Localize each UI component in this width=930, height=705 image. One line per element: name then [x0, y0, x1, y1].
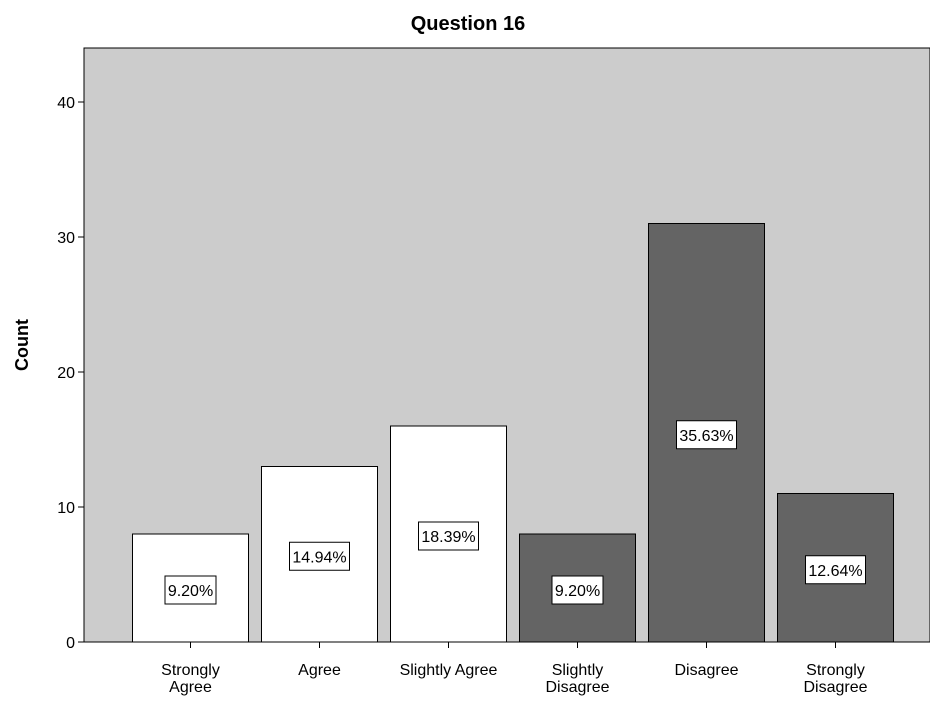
data-label-box [164, 575, 217, 605]
data-label-box [676, 420, 737, 450]
data-label: 9.20% [168, 583, 213, 600]
y-tick-label: 40 [57, 95, 75, 112]
data-label-box [551, 575, 604, 605]
x-tick-label: Strongly Disagree [803, 662, 867, 696]
data-label: 35.63% [679, 428, 733, 445]
data-label-box [805, 555, 866, 585]
y-tick-label: 20 [57, 365, 75, 382]
y-tick-label: 30 [57, 230, 75, 247]
data-label: 14.94% [292, 549, 346, 566]
x-tick-label: Disagree [674, 662, 738, 679]
data-label-box [289, 541, 350, 571]
data-label: 18.39% [421, 529, 475, 546]
y-tick-label: 0 [66, 635, 75, 652]
data-label-box [418, 521, 479, 551]
y-tick-label: 10 [57, 500, 75, 517]
x-tick-label: Strongly Agree [161, 662, 220, 696]
data-label: 12.64% [808, 563, 862, 580]
chart-title: Question 16 [411, 13, 525, 35]
x-axis: Strongly Agree Agree Slightly Agree Slightly… [84, 641, 930, 696]
y-axis: 0 10 20 30 40 [57, 48, 85, 652]
data-label: 9.20% [555, 583, 600, 600]
x-tick-label: Slightly Disagree [545, 662, 609, 696]
x-tick-label: Slightly Agree [400, 662, 498, 679]
x-tick-label: Agree [298, 662, 341, 679]
bars: 9.20% 14.94% 18.39% 9.20% 35.63% 12.64% [132, 223, 894, 643]
y-axis-label: Count [12, 319, 32, 371]
